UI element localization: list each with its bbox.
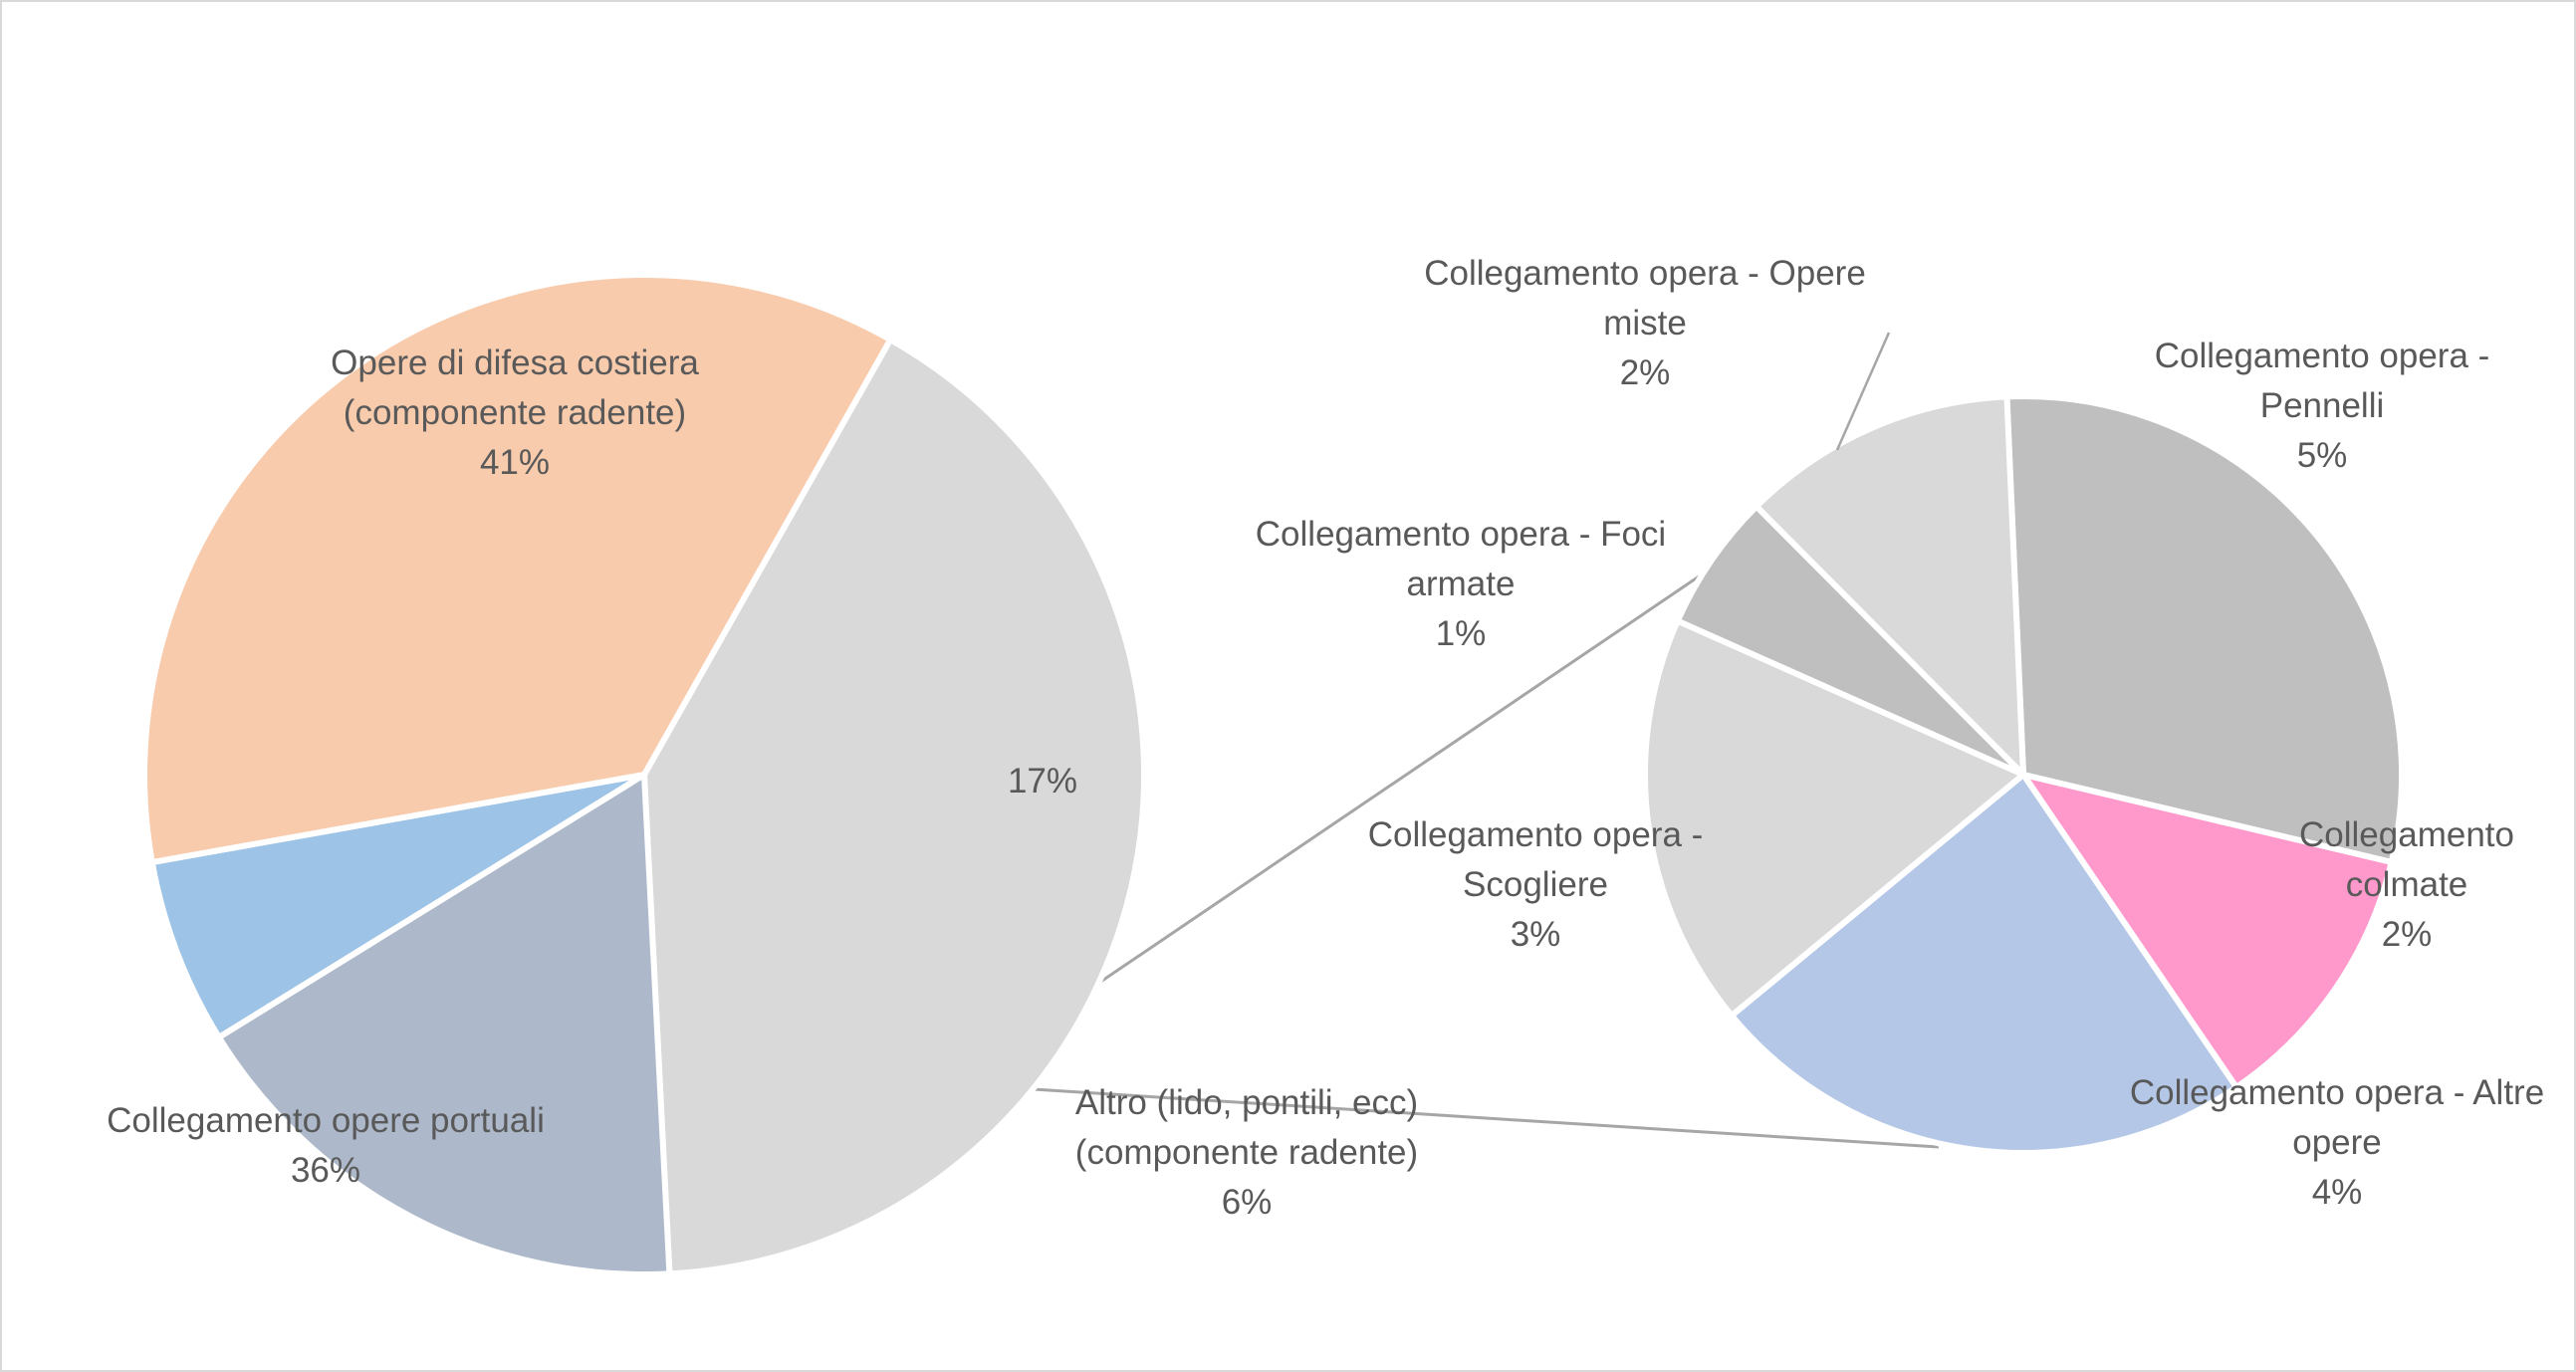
leader-line-opere-miste (1835, 332, 1891, 451)
secondary-label-collegamento-colmate: Collegamento colmate 2% (2299, 815, 2514, 954)
secondary-label-collegamento-opera-opere-miste: Collegamento opera - Opere miste 2% (1424, 254, 1866, 392)
secondary-slice-collegamento-opera-scogliere (1642, 617, 2026, 1020)
main-label-collegamento-opere-portuali: Collegamento opere portuali 36% (107, 1101, 545, 1190)
secondary-slice-collegamento-opera-pennelli (2003, 392, 2405, 865)
secondary-pie (1642, 392, 2405, 1156)
secondary-label-collegamento-opera-pennelli: Collegamento opera -Pennelli 5% (2155, 337, 2490, 475)
main-label-expanded: 17% (1008, 762, 1077, 800)
data-labels: Opere di difesa costiera (componente rade… (107, 254, 2544, 1222)
main-slice-opere-di-difesa-costiera (641, 337, 1147, 1277)
main-slice-collegamento-opere-portuali (141, 272, 894, 866)
main-slice-expanded (215, 772, 673, 1277)
main-slice-altro-lido-pontili-ecc (148, 772, 647, 1040)
secondary-slice-collegamento-opera-altre-opere (1729, 772, 2239, 1156)
main-pie (141, 272, 1147, 1277)
secondary-label-collegamento-opera-scogliere: Collegamento opera -Scogliere 3% (1368, 815, 1704, 954)
secondary-label-collegamento-opera-foci-armate: Collegamento opera - Foci armate 1% (1256, 515, 1666, 653)
main-label-opere-di-difesa-costiera: Opere di difesa costiera (componente rade… (331, 343, 699, 482)
secondary-slice-collegamento-colmate (2020, 772, 2395, 1091)
secondary-slice-collegamento-opera-opere-miste (1753, 393, 2026, 778)
main-label-altro-lido-pontili-ecc: Altro (lido, pontili, ecc) (componente ra… (1075, 1083, 1418, 1222)
secondary-label-collegamento-opera-altre-opere: Collegamento opera - Altre opere 4% (2130, 1073, 2544, 1212)
